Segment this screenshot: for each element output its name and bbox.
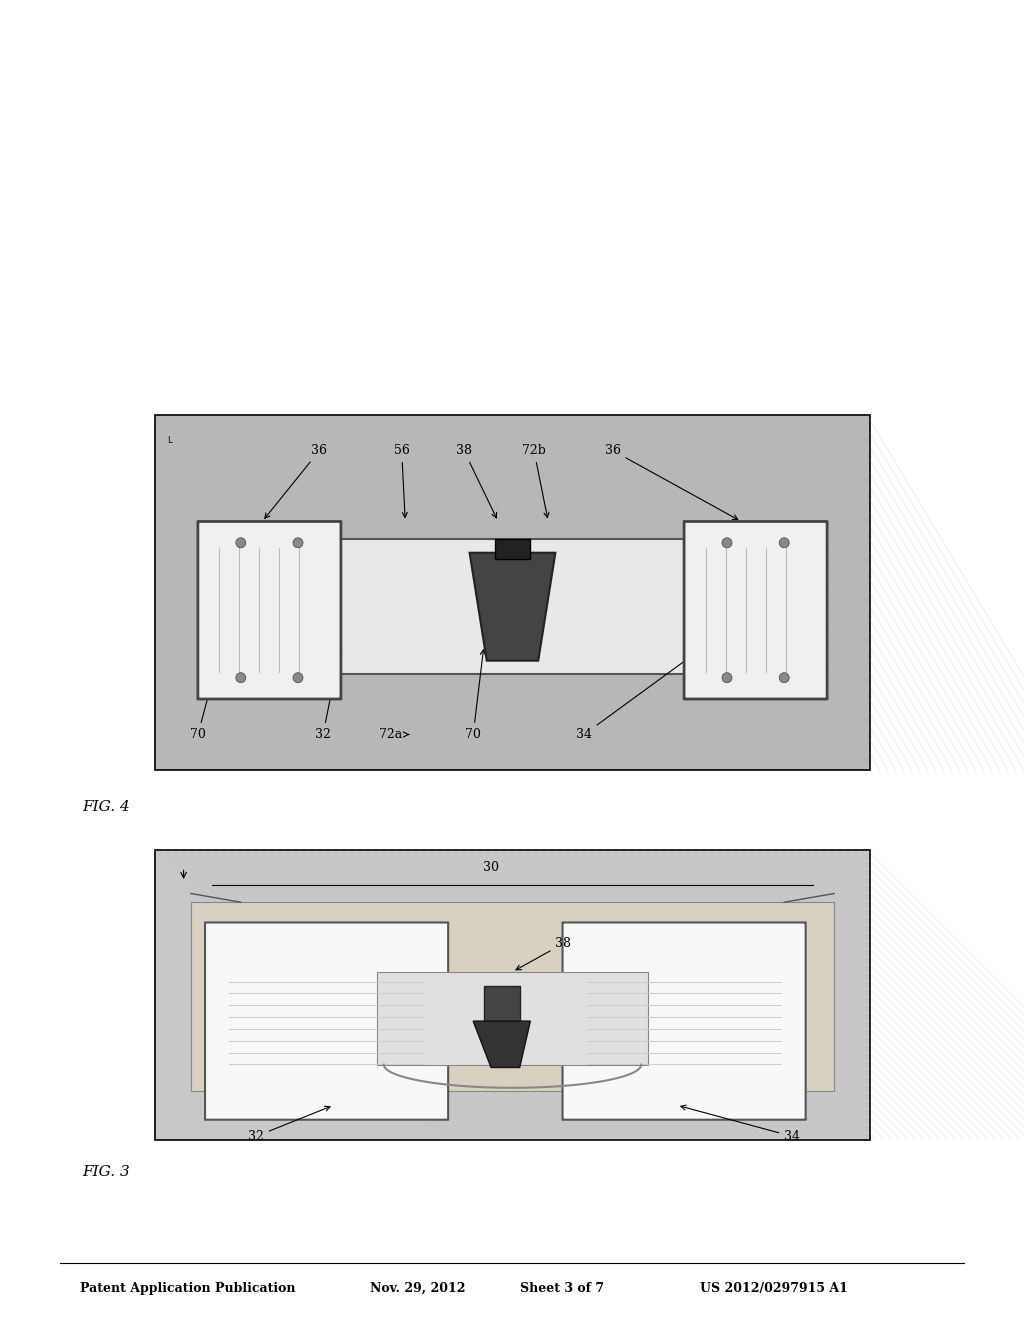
Text: Patent Application Publication: Patent Application Publication (80, 1282, 296, 1295)
Bar (341, 540, 684, 675)
Bar (377, 972, 648, 1065)
Text: 56: 56 (394, 444, 410, 517)
Polygon shape (470, 553, 555, 660)
Text: 34: 34 (681, 1105, 800, 1143)
Bar (496, 540, 529, 560)
Bar (190, 902, 835, 1090)
Text: Nov. 29, 2012: Nov. 29, 2012 (370, 1282, 466, 1295)
Text: 36: 36 (265, 444, 328, 519)
Text: 36: 36 (604, 444, 737, 520)
Bar (155, 850, 870, 1140)
FancyBboxPatch shape (198, 521, 341, 700)
Circle shape (236, 537, 246, 548)
Bar (484, 986, 519, 1039)
FancyBboxPatch shape (205, 923, 449, 1119)
Text: 72a: 72a (379, 729, 409, 741)
Text: 34: 34 (575, 648, 702, 741)
Circle shape (722, 537, 732, 548)
Bar (155, 414, 870, 770)
Circle shape (293, 537, 303, 548)
Text: FIG. 3: FIG. 3 (82, 1166, 130, 1179)
Text: 32: 32 (248, 1106, 330, 1143)
Text: 70: 70 (190, 685, 212, 741)
Polygon shape (473, 1022, 530, 1068)
Text: 38: 38 (456, 444, 497, 517)
Circle shape (293, 673, 303, 682)
Text: 38: 38 (516, 937, 571, 970)
Text: 72b: 72b (522, 444, 549, 517)
Text: 32: 32 (315, 649, 342, 741)
Circle shape (779, 673, 790, 682)
Circle shape (779, 537, 790, 548)
Circle shape (722, 673, 732, 682)
FancyBboxPatch shape (684, 521, 827, 700)
FancyBboxPatch shape (562, 923, 806, 1119)
Text: Sheet 3 of 7: Sheet 3 of 7 (520, 1282, 604, 1295)
Text: FIG. 4: FIG. 4 (82, 800, 130, 814)
Text: 70: 70 (465, 649, 485, 741)
Text: US 2012/0297915 A1: US 2012/0297915 A1 (700, 1282, 848, 1295)
Text: 30: 30 (483, 861, 499, 874)
Circle shape (236, 673, 246, 682)
Text: L: L (167, 437, 172, 445)
